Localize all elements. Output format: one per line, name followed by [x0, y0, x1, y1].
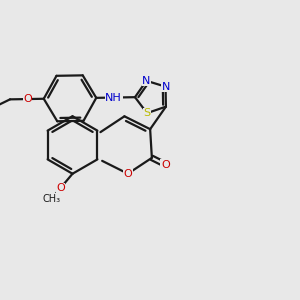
Text: O: O [161, 160, 170, 170]
Text: S: S [143, 108, 151, 118]
Text: O: O [23, 94, 32, 104]
Text: N: N [161, 82, 170, 92]
Text: CH₃: CH₃ [43, 194, 61, 204]
Text: N: N [142, 76, 151, 86]
Text: O: O [124, 169, 132, 179]
Text: O: O [56, 183, 65, 193]
Text: NH: NH [105, 92, 122, 103]
